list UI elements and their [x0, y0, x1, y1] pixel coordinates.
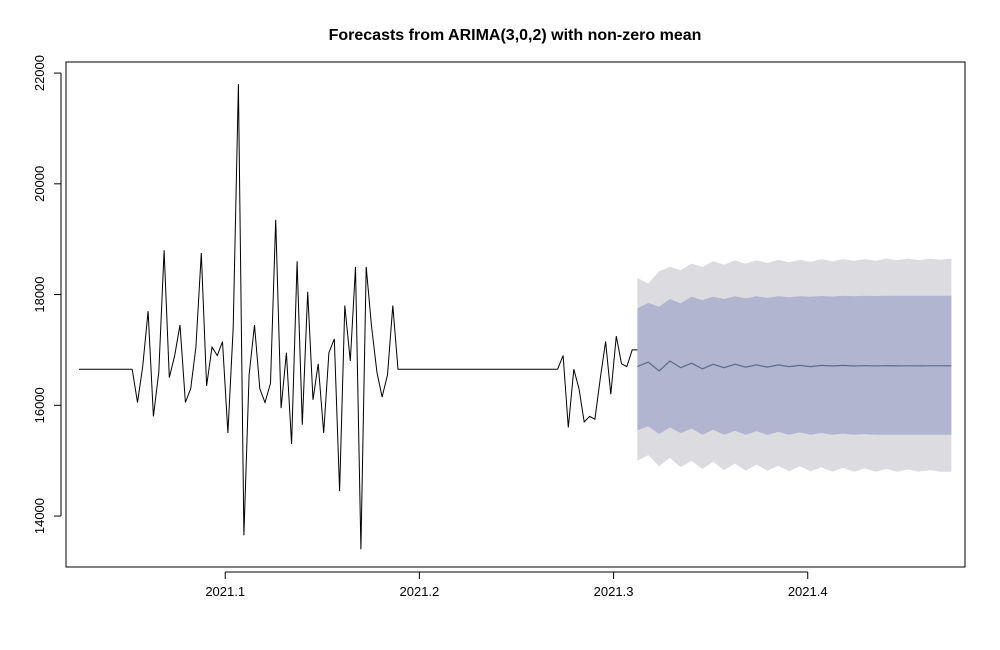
forecast-mean-layer: [637, 360, 952, 372]
x-tick-label: 2021.3: [594, 584, 634, 599]
y-axis: 14000 16000 18000 20000 22000: [32, 55, 62, 534]
x-tick-label: 2021.4: [788, 584, 828, 599]
observed-line-main: [131, 84, 558, 550]
y-tick-label: 16000: [32, 387, 47, 423]
x-tick-label: 2021.1: [205, 584, 245, 599]
forecast-mean-line: [637, 360, 952, 372]
chart-title: Forecasts from ARIMA(3,0,2) with non-zer…: [329, 27, 702, 44]
y-tick-label: 18000: [32, 276, 47, 312]
y-tick-label: 14000: [32, 498, 47, 534]
plot-frame: [65, 61, 966, 568]
x-axis: 2021.1 2021.2 2021.3 2021.4: [205, 571, 828, 599]
forecast-band-80: [637, 295, 952, 435]
band-80-layer: [637, 295, 952, 435]
x-tick-label: 2021.2: [400, 584, 440, 599]
y-tick-label: 20000: [32, 166, 47, 202]
y-tick-label: 22000: [32, 55, 47, 91]
observed-series-layer: [79, 84, 638, 550]
observed-line-late: [557, 336, 638, 428]
